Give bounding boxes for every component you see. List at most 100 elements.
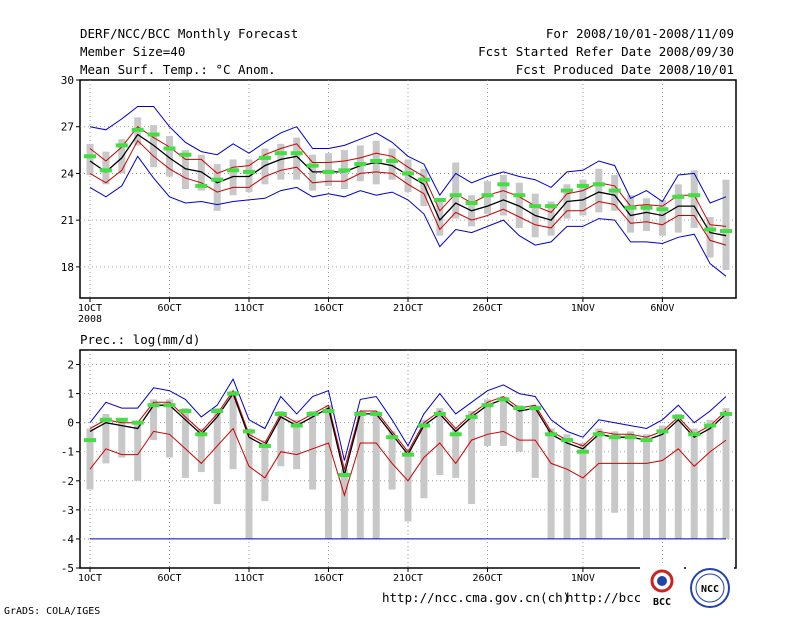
member-range-bar <box>722 408 730 539</box>
member-range-bar <box>118 139 126 174</box>
upper-envelope-line <box>89 377 727 461</box>
climatology-mark <box>179 409 192 414</box>
climatology-mark <box>433 197 446 202</box>
climatology-mark <box>481 193 494 198</box>
climatology-mark <box>115 143 128 148</box>
climatology-mark <box>84 438 96 443</box>
member-range-bar <box>245 428 253 539</box>
member-range-bar <box>499 396 507 446</box>
climatology-mark <box>402 171 414 176</box>
climatology-mark <box>720 229 732 234</box>
climatology-mark <box>417 177 430 182</box>
upper-envelope-line <box>89 106 727 204</box>
member-range-bar <box>86 143 94 175</box>
member-range-bar <box>197 428 205 473</box>
member-range-bar <box>484 181 491 214</box>
y-tick-label: 1 <box>67 388 74 401</box>
member-range-bar <box>261 440 269 502</box>
member-range-bar <box>611 431 619 513</box>
y-tick-label: -3 <box>61 504 74 517</box>
climatology-mark <box>243 429 255 434</box>
member-range-bar <box>181 150 189 189</box>
member-range-bar <box>388 148 396 180</box>
climatology-mark <box>179 152 192 157</box>
climatology-mark <box>465 414 478 419</box>
start-date-label: Fcst Started Refer Date 2008/09/30 <box>478 44 734 59</box>
climatology-mark <box>545 204 558 209</box>
ncc-logo: NCC <box>686 566 734 610</box>
member-range-bar <box>118 419 126 458</box>
member-range-bar <box>515 182 523 228</box>
climatology-mark <box>417 423 430 428</box>
member-range-bar <box>213 408 221 505</box>
x-tick-label: 6OCT <box>157 573 181 584</box>
climatology-mark <box>497 397 510 402</box>
bcc-logo: BCC <box>640 566 684 610</box>
member-range-bar <box>658 425 666 539</box>
x-tick-label: 6NOV <box>650 303 674 314</box>
climatology-mark <box>640 438 653 443</box>
bcc-logo-text: BCC <box>653 597 671 608</box>
climatology-mark <box>258 443 271 448</box>
climatology-mark <box>688 432 701 437</box>
upper-spread-line <box>89 389 727 472</box>
y-tick-label: -1 <box>61 446 74 459</box>
member-range-bar <box>515 405 523 452</box>
bcc-url-link[interactable]: http://bcc.c <box>566 590 656 605</box>
member-range-bar <box>547 201 555 236</box>
member-range-bar <box>643 198 650 232</box>
climatology-mark <box>561 438 573 443</box>
climatology-mark <box>290 423 303 428</box>
member-range-bar <box>134 422 142 481</box>
climatology-mark <box>720 411 732 416</box>
x-tick-label: 16OCT <box>313 573 343 584</box>
ncc-url-link[interactable]: http://ncc.cma.gov.cn(ch) <box>382 590 570 605</box>
member-range-bar <box>293 137 301 180</box>
member-range-bar <box>166 136 173 177</box>
x-tick-label: 26OCT <box>472 573 502 584</box>
member-range-bar <box>706 419 714 539</box>
climatology-mark <box>99 417 112 422</box>
climatology-mark <box>688 193 701 198</box>
member-range-bar <box>86 428 94 490</box>
temp-variable-label: Mean Surf. Temp.: °C Anom. <box>80 62 276 77</box>
y-tick-label: -4 <box>61 533 75 546</box>
y-tick-label: 24 <box>61 167 75 180</box>
y-tick-label: 0 <box>67 417 74 430</box>
climatology-mark <box>545 432 558 437</box>
member-range-bar <box>658 199 666 236</box>
climatology-mark <box>115 417 128 422</box>
y-tick-label: 2 <box>67 359 74 372</box>
climatology-mark <box>672 414 685 419</box>
climatology-mark <box>465 201 478 206</box>
climatology-mark <box>99 168 112 173</box>
y-tick-label: 30 <box>61 74 74 87</box>
member-range-bar <box>690 170 698 228</box>
member-range-bar <box>531 405 539 478</box>
member-range-bar <box>388 431 396 490</box>
climatology-mark <box>704 227 717 232</box>
member-range-bar <box>277 143 285 180</box>
lower-spread-line <box>89 139 727 246</box>
member-range-bar <box>356 411 364 539</box>
climatology-mark <box>147 403 160 408</box>
member-size-label: Member Size=40 <box>80 44 185 59</box>
member-range-bar <box>404 448 412 522</box>
member-range-bar <box>674 413 682 539</box>
member-range-bar <box>325 153 332 186</box>
member-range-bar <box>229 159 237 196</box>
climatology-mark <box>386 158 399 163</box>
member-range-bar <box>595 428 603 539</box>
x-tick-label: 1NOV <box>571 303 595 314</box>
climatology-mark <box>354 162 367 167</box>
climatology-mark <box>227 391 240 396</box>
climatology-mark <box>306 163 319 168</box>
climatology-mark <box>211 177 224 182</box>
climatology-mark <box>163 146 176 151</box>
climatology-mark <box>195 183 208 188</box>
climatology-mark <box>576 183 589 188</box>
climatology-mark <box>497 182 510 187</box>
y-tick-label: -2 <box>61 475 74 488</box>
climatology-mark <box>561 188 573 193</box>
